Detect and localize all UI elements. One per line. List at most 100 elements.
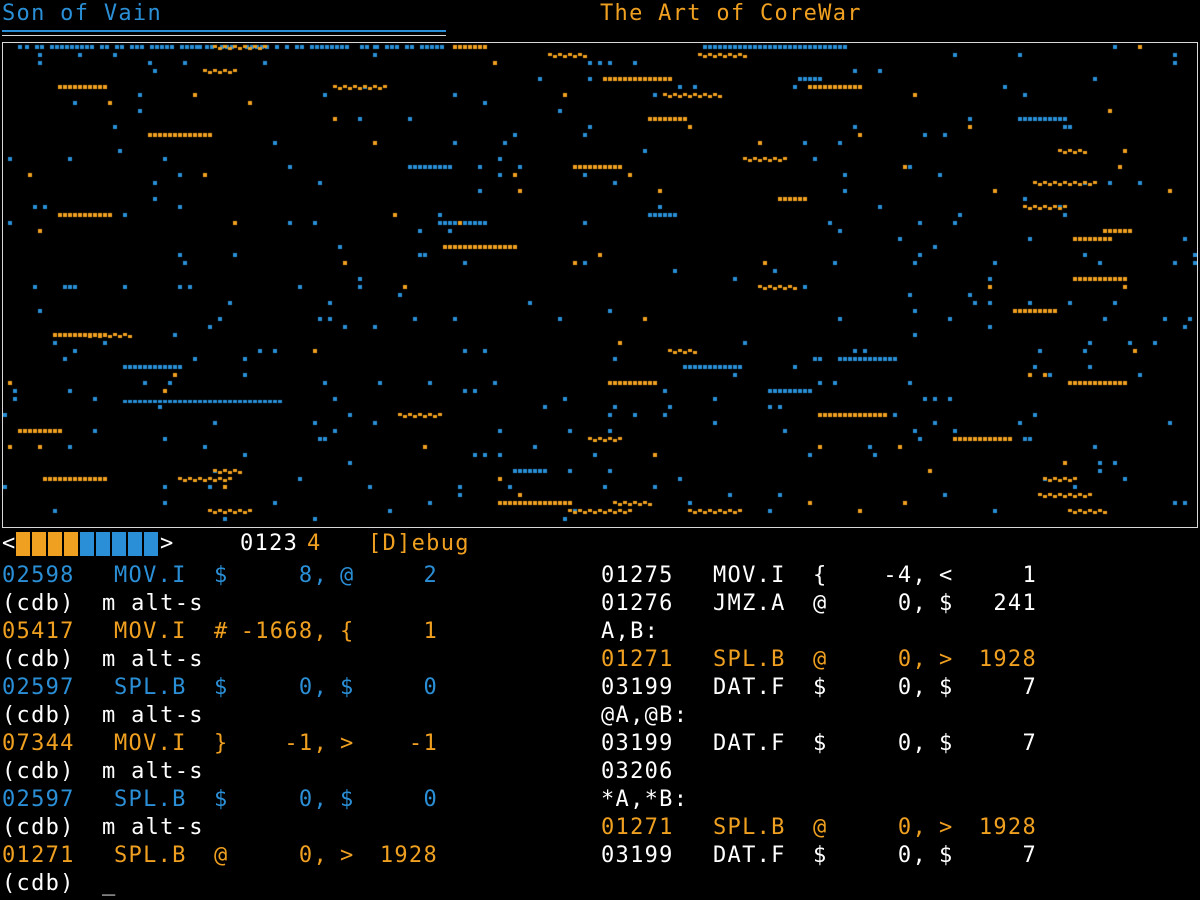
b-field: 0 [423, 675, 438, 700]
debugger-label: A,B: [601, 619, 660, 644]
b-mode: @ [340, 563, 355, 588]
b-mode: $ [939, 843, 954, 868]
a-mode: @ [813, 815, 828, 840]
cdb-prompt: (cdb) [2, 871, 75, 896]
display-mode-digits[interactable]: 0123 [240, 531, 299, 556]
a-field: 0, [897, 843, 927, 868]
debug-menu-label[interactable]: [D]ebug [368, 531, 470, 556]
cdb-command: m alt-s [102, 647, 204, 672]
cdb-prompt: (cdb) [2, 759, 75, 784]
display-mode-selected[interactable]: 4 [307, 531, 322, 556]
warrior-1-strength-bar [2, 30, 446, 32]
a-mode: # [214, 619, 229, 644]
core-memory-view[interactable] [2, 42, 1198, 528]
b-mode: > [340, 843, 355, 868]
b-field: 7 [1022, 675, 1037, 700]
instruction-line: 02597 SPL.B $0, $0 [2, 786, 562, 814]
b-mode: > [939, 647, 954, 672]
instruction-line: 05417 MOV.I # -1668, {1 [2, 618, 562, 646]
warrior-1-strength-bar-secondary [2, 35, 446, 36]
b-mode: $ [939, 731, 954, 756]
instruction-address: 01275 [601, 563, 674, 588]
instruction-line: 01276 JMZ.A @0, $241 [601, 590, 1200, 618]
a-mode: @ [214, 843, 229, 868]
a-mode: $ [813, 843, 828, 868]
instruction-opcode: JMZ.A [713, 591, 786, 616]
instruction-line: 01271 SPL.B @0, >1928 [601, 646, 1200, 674]
process-meter-segment-warrior-1 [128, 532, 142, 556]
b-field: 1928 [978, 647, 1037, 672]
a-mode: $ [214, 675, 229, 700]
process-meter-segment-warrior-2 [48, 532, 62, 556]
cdb-prompt-line: (cdb) m alt-s [2, 646, 562, 674]
debugger-label-line: A,B: [601, 618, 1200, 646]
a-mode: { [813, 563, 828, 588]
b-field: -1 [408, 731, 438, 756]
instruction-address: 02597 [2, 787, 75, 812]
instruction-address: 01271 [2, 843, 75, 868]
a-mode: $ [813, 675, 828, 700]
instruction-line: 02598 MOV.I $8, @2 [2, 562, 562, 590]
b-field: 1928 [978, 815, 1037, 840]
instruction-opcode: MOV.I [114, 731, 187, 756]
core-memory-canvas[interactable] [3, 43, 1197, 527]
process-meter-segment-warrior-1 [96, 532, 110, 556]
warrior-2-name: The Art of CoreWar [600, 1, 862, 26]
a-field: 0, [897, 591, 927, 616]
a-field: -4, [883, 563, 927, 588]
instruction-opcode: SPL.B [114, 787, 187, 812]
b-mode: $ [340, 787, 355, 812]
b-field: 1 [423, 619, 438, 644]
cdb-command: _ [102, 871, 117, 896]
a-mode: } [214, 731, 229, 756]
instruction-address: 01276 [601, 591, 674, 616]
cdb-prompt-line: (cdb) m alt-s [2, 702, 562, 730]
instruction-line: 01271 SPL.B @0, >1928 [601, 814, 1200, 842]
scroll-right-chevron[interactable]: > [160, 531, 174, 556]
instruction-line: 07344 MOV.I} -1, > -1 [2, 730, 562, 758]
instruction-address: 01271 [601, 815, 674, 840]
b-mode: { [340, 619, 355, 644]
instruction-opcode: DAT.F [713, 731, 786, 756]
cdb-prompt-line: (cdb) m alt-s [2, 590, 562, 618]
b-field: 241 [993, 591, 1037, 616]
instruction-line: 01275 MOV.I {-4, <1 [601, 562, 1200, 590]
b-field: 7 [1022, 731, 1037, 756]
instruction-address: 07344 [2, 731, 75, 756]
a-field: -1, [284, 731, 328, 756]
cdb-prompt: (cdb) [2, 815, 75, 840]
instruction-line: 03199 DAT.F $0, $7 [601, 842, 1200, 870]
debugger-label-line: @A,@B: [601, 702, 1200, 730]
instruction-address: 02598 [2, 563, 75, 588]
cdb-prompt-line: (cdb) m alt-s [2, 814, 562, 842]
instruction-opcode: SPL.B [713, 647, 786, 672]
cdb-command: m alt-s [102, 759, 204, 784]
process-meter-segment-warrior-2 [16, 532, 30, 556]
instruction-opcode: SPL.B [114, 843, 187, 868]
instruction-opcode: MOV.I [114, 619, 187, 644]
debugger-label: *A,*B: [601, 787, 689, 812]
warrior-1-name: Son of Vain [2, 1, 162, 26]
scroll-left-chevron[interactable]: < [2, 531, 16, 556]
instruction-line: 01271 SPL.B @0, >1928 [2, 842, 562, 870]
b-field: 0 [423, 787, 438, 812]
a-mode: $ [813, 731, 828, 756]
a-mode: $ [214, 563, 229, 588]
instruction-opcode: DAT.F [713, 843, 786, 868]
debugger-left-pane: 02598 MOV.I $8, @2 (cdb) m alt-s 05417 MOV.I # -1… [2, 562, 562, 898]
process-meter [16, 532, 160, 556]
a-mode: @ [813, 647, 828, 672]
a-field: 0, [897, 731, 927, 756]
cdb-command: m alt-s [102, 815, 204, 840]
cdb-prompt: (cdb) [2, 647, 75, 672]
cdb-command: m alt-s [102, 703, 204, 728]
b-mode: $ [340, 675, 355, 700]
instruction-address: 02597 [2, 675, 75, 700]
debugger-right-pane: 01275 MOV.I{-4, <1 01276 JMZ.A @0, $241 A,B: 012… [601, 562, 1200, 870]
instruction-line: 03199 DAT.F $0, $7 [601, 674, 1200, 702]
b-mode: $ [939, 675, 954, 700]
debugger-label: @A,@B: [601, 703, 689, 728]
b-mode: < [939, 563, 954, 588]
b-field: 1928 [379, 843, 438, 868]
a-field: 0, [897, 647, 927, 672]
